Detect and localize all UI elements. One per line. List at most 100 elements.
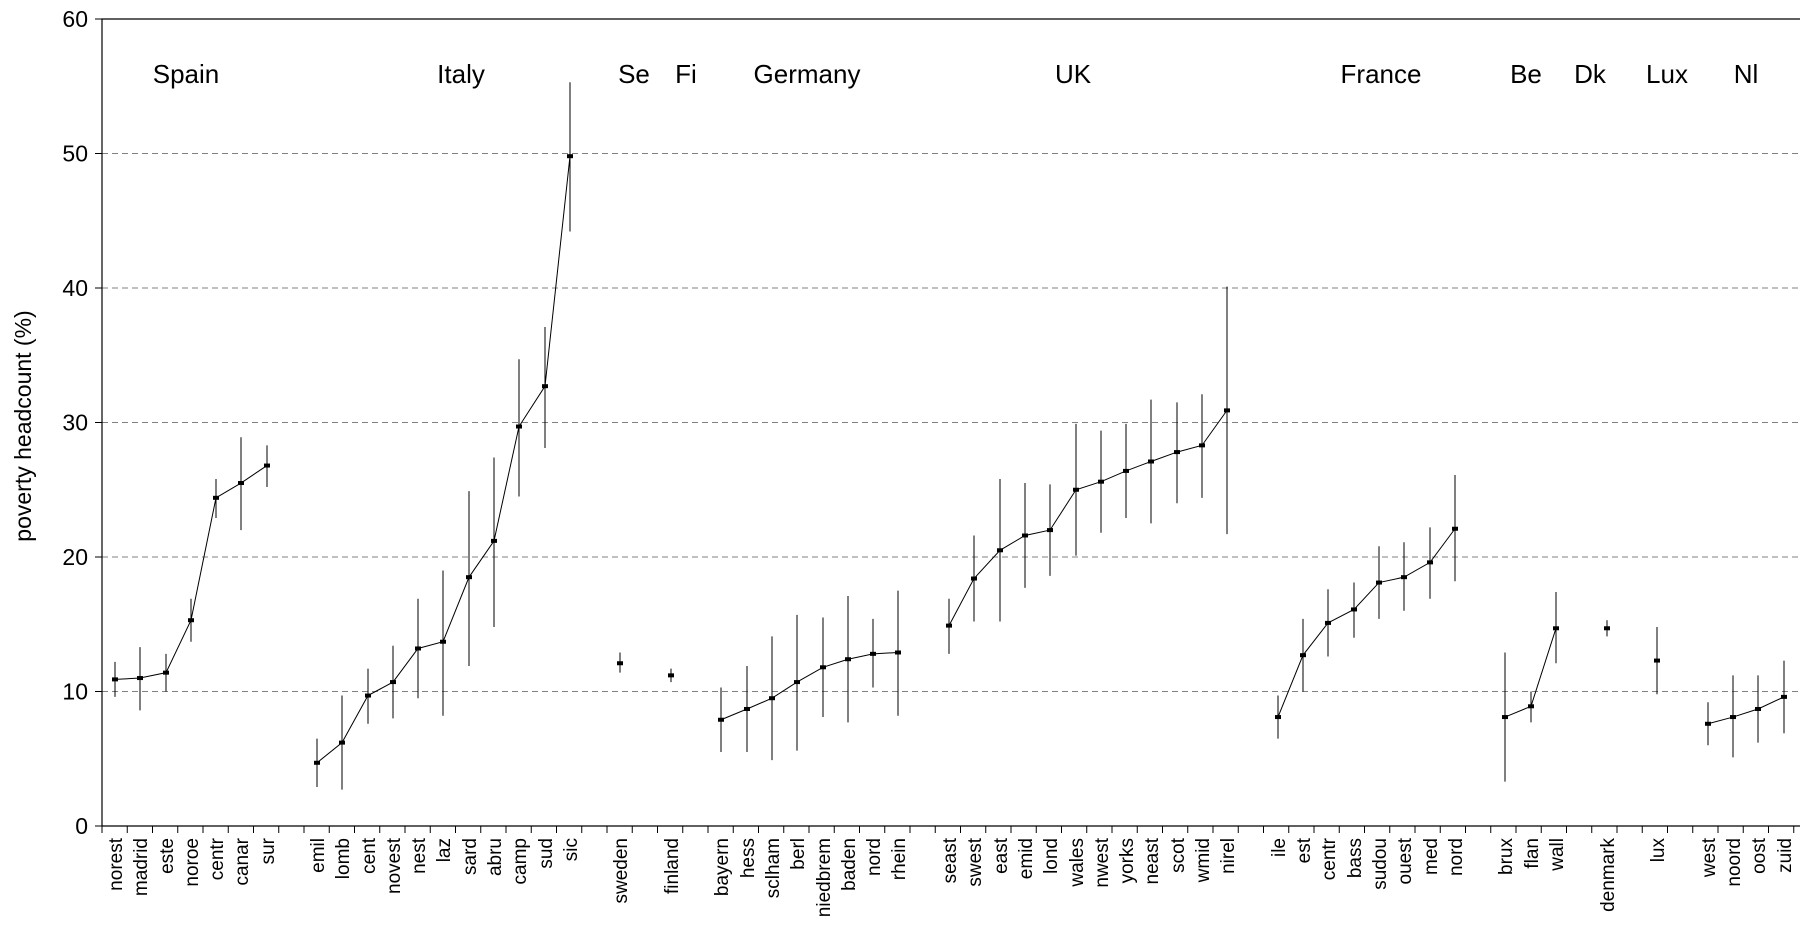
data-point [163, 670, 169, 675]
data-point [997, 548, 1003, 553]
x-tick-label: emid [1016, 838, 1037, 879]
x-tick-label: ile [1269, 838, 1290, 857]
data-point [1553, 626, 1559, 631]
x-tick-label: scot [1168, 837, 1189, 873]
data-point [1148, 459, 1154, 464]
data-point [466, 575, 472, 580]
y-tick-label: 20 [62, 544, 88, 570]
data-point [112, 677, 118, 682]
y-tick-label: 30 [62, 410, 88, 436]
data-point [718, 717, 724, 722]
data-point [1325, 620, 1331, 625]
x-tick-label: west [1699, 837, 1720, 878]
x-tick-label: est [1294, 837, 1315, 863]
x-tick-label: sclham [763, 838, 784, 898]
data-point [1452, 526, 1458, 531]
y-tick-label: 50 [62, 141, 88, 167]
data-point [971, 576, 977, 581]
data-point [339, 740, 345, 745]
x-tick-label: lomb [333, 838, 354, 879]
data-point [1047, 528, 1053, 533]
x-tick-label: oost [1749, 837, 1770, 874]
y-tick-labels: 0 10 20 30 40 50 60 [62, 6, 88, 839]
x-tick-label: este [157, 838, 178, 874]
data-point [1224, 408, 1230, 413]
x-tick-label: baden [839, 838, 860, 891]
series-france [1275, 474, 1458, 739]
data-point [238, 481, 244, 486]
data-point [137, 676, 143, 681]
data-point [1022, 533, 1028, 538]
group-label-spain: Spain [153, 59, 220, 89]
data-point [794, 680, 800, 685]
x-tick-label: niedbrem [814, 838, 835, 917]
x-tick-label: centr [207, 837, 228, 880]
data-point [1275, 715, 1281, 720]
x-tick-label: noord [1724, 838, 1745, 887]
x-tick-label: noroe [182, 838, 203, 887]
x-tick-label: laz [434, 838, 455, 862]
group-label-uk: UK [1055, 59, 1092, 89]
series-uk [946, 286, 1230, 654]
x-tick-label: nirel [1218, 838, 1239, 874]
data-point [1502, 715, 1508, 720]
x-tick-label: flan [1522, 838, 1543, 869]
data-point [188, 618, 194, 623]
data-point [1351, 607, 1357, 612]
series-dk [1604, 620, 1610, 637]
x-tick-label: sard [460, 838, 481, 875]
data-point [1528, 704, 1534, 709]
data-point [365, 693, 371, 698]
x-tick-label: wmid [1193, 838, 1214, 883]
plot-frame [101, 18, 1800, 827]
data-point [946, 623, 952, 628]
group-label-italy: Italy [437, 59, 485, 89]
data-point [1705, 721, 1711, 726]
data-point [440, 639, 446, 644]
group-label-lux: Lux [1646, 59, 1688, 89]
data-point [390, 680, 396, 685]
data-point [1755, 706, 1761, 711]
data-point [1174, 450, 1180, 455]
data-point [1123, 468, 1129, 473]
y-tick-label: 40 [62, 275, 88, 301]
x-tick-label: berl [788, 838, 809, 870]
data-point [1427, 560, 1433, 565]
group-label-nl: Nl [1734, 59, 1759, 89]
data-point [264, 463, 270, 468]
series-fi [668, 668, 674, 683]
x-tick-label: abru [485, 838, 506, 876]
y-tick-label: 60 [62, 6, 88, 32]
data-point [1300, 653, 1306, 658]
series [112, 82, 1787, 790]
x-tick-label: sic [561, 838, 582, 861]
data-point [1376, 580, 1382, 585]
data-point [744, 706, 750, 711]
x-tick-label: bayern [712, 838, 733, 896]
group-label-se: Se [618, 59, 650, 89]
x-tick-label: norest [106, 837, 127, 891]
series-nl [1705, 660, 1787, 758]
data-point [314, 760, 320, 765]
y-tick-label: 0 [75, 813, 88, 839]
x-tick-label: nest [409, 837, 430, 874]
x-tick-label: lond [1041, 838, 1062, 874]
group-labels: Spain Italy Se Fi Germany UK France Be Dk Lux Nl [153, 59, 1759, 89]
group-label-germany: Germany [754, 59, 861, 89]
axes [95, 18, 1800, 833]
data-point [1073, 487, 1079, 492]
x-tick-label: sweden [611, 838, 632, 904]
series-se [617, 652, 623, 673]
data-point [1098, 479, 1104, 484]
data-point [870, 651, 876, 656]
data-point [668, 673, 674, 678]
x-tick-label: brux [1496, 838, 1517, 875]
series-germany [718, 590, 901, 761]
group-label-dk: Dk [1574, 59, 1607, 89]
data-point [617, 661, 623, 666]
x-tick-label: camp [510, 838, 531, 884]
x-tick-label: denmark [1598, 838, 1619, 912]
data-point [567, 154, 573, 159]
group-label-france: France [1341, 59, 1422, 89]
x-tick-label: nord [1446, 838, 1467, 876]
